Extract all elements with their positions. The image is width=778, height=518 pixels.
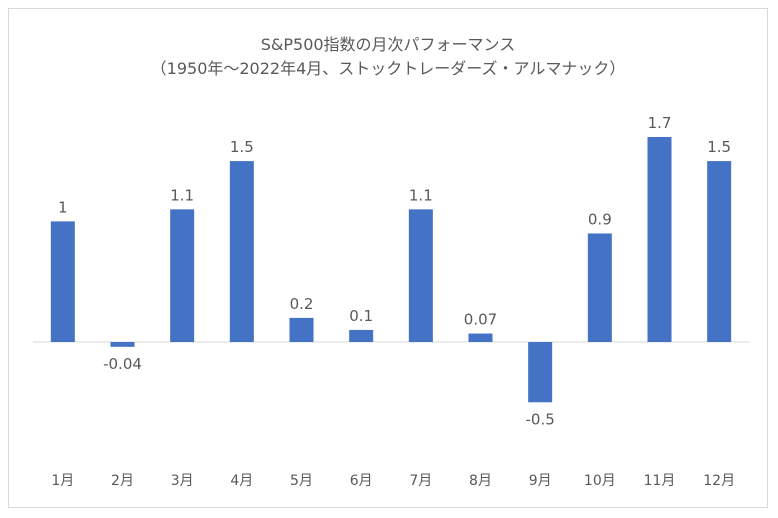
x-tick-label-12: 12月 [703,473,735,489]
x-tick-label-11: 11月 [644,473,676,489]
chart-frame: S&P500指数の月次パフォーマンス （1950年～2022年4月、ストックトレ… [8,8,768,508]
bar-2 [110,342,135,347]
bar-chart: 11月-0.042月1.13月1.54月0.25月0.16月1.17月0.078… [33,114,749,489]
x-tick-label-8: 8月 [469,473,492,489]
x-tick-label-6: 6月 [350,473,373,489]
bar-3 [170,209,195,342]
x-tick-label-4: 4月 [230,473,253,489]
data-label-1: 1 [58,198,68,216]
data-label-7: 1.1 [409,186,433,204]
bar-6 [349,329,374,342]
data-label-8: 0.07 [464,311,497,329]
data-label-4: 1.5 [230,138,254,156]
bar-5 [289,317,314,342]
x-tick-label-10: 10月 [584,473,616,489]
x-tick-label-9: 9月 [529,473,552,489]
x-tick-label-3: 3月 [171,473,194,489]
bar-1 [50,221,75,342]
bar-11 [647,136,672,342]
data-label-2: -0.04 [103,355,142,373]
x-tick-label-5: 5月 [290,473,313,489]
data-label-11: 1.7 [648,114,672,132]
bar-10 [587,233,612,342]
data-label-3: 1.1 [170,186,194,204]
bar-7 [408,209,433,342]
chart-title: S&P500指数の月次パフォーマンス [260,35,516,54]
bar-9 [528,342,553,403]
chart-subtitle: （1950年～2022年4月、ストックトレーダーズ・アルマナック） [150,59,626,78]
data-label-6: 0.1 [349,307,373,325]
bar-12 [707,161,732,342]
bar-8 [468,333,493,342]
bar-4 [229,161,254,342]
data-label-12: 1.5 [707,138,731,156]
x-tick-label-2: 2月 [111,473,134,489]
data-label-5: 0.2 [290,295,314,313]
x-tick-label-1: 1月 [51,473,74,489]
x-tick-label-7: 7月 [409,473,432,489]
data-label-9: -0.5 [526,410,555,428]
data-label-10: 0.9 [588,210,612,228]
